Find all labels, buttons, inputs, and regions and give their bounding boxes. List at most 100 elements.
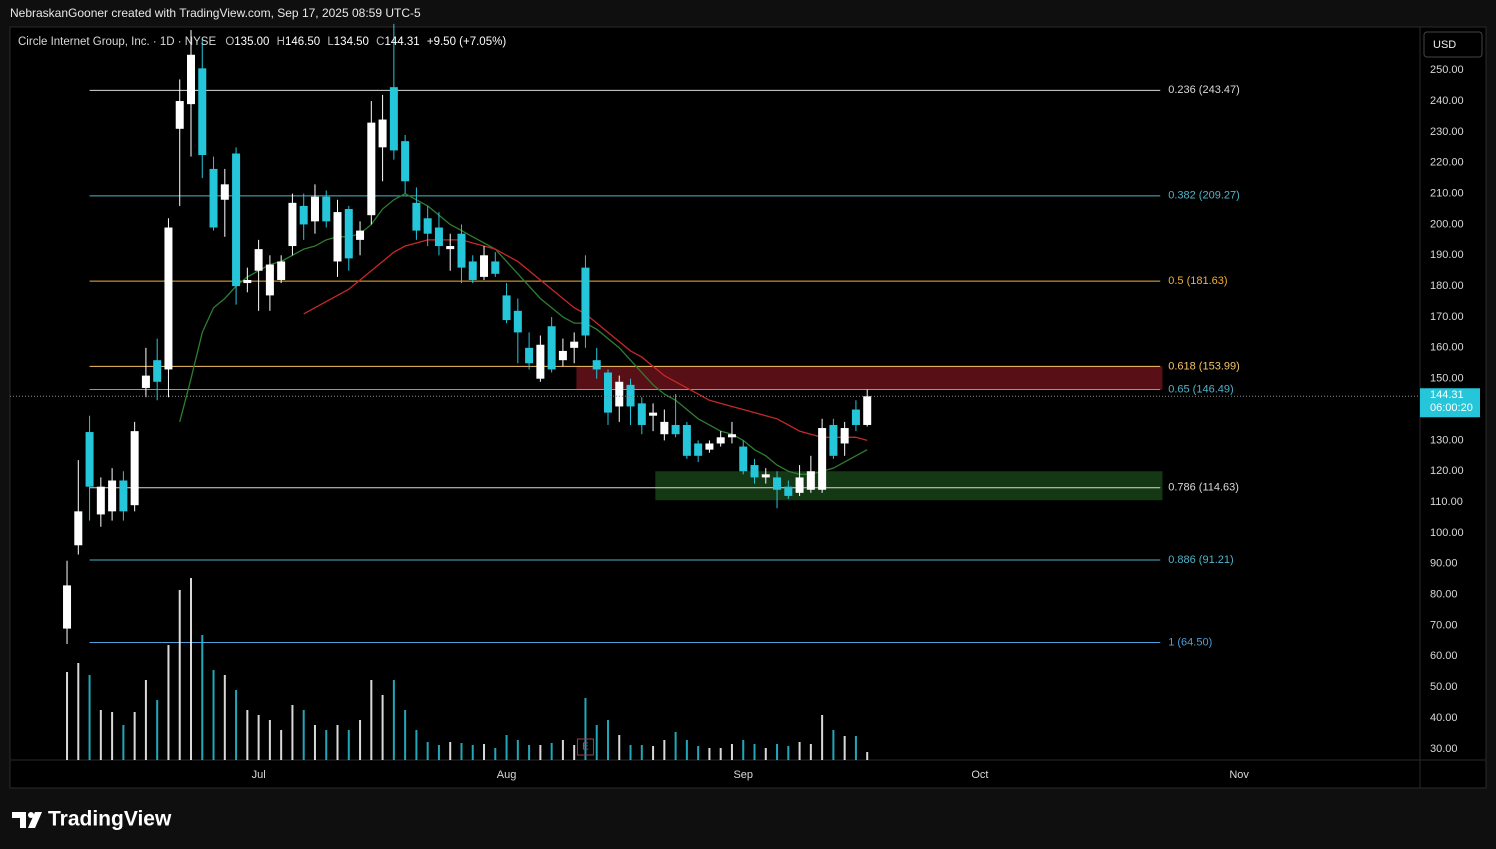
y-tick-label: 130.00 <box>1430 434 1464 446</box>
x-tick-label: Sep <box>733 769 753 781</box>
volume-bar <box>178 590 181 760</box>
candle-body <box>818 428 827 490</box>
fib-label: 0.382 (209.27) <box>1168 190 1240 202</box>
volume-bar <box>539 745 542 760</box>
y-tick-label: 50.00 <box>1430 681 1458 693</box>
candle-body <box>536 344 545 379</box>
fib-label: 1 (64.50) <box>1168 636 1212 648</box>
candle-body <box>333 212 342 262</box>
candle-body <box>682 424 691 456</box>
volume-bar <box>66 672 69 760</box>
fib-label: 0.65 (146.49) <box>1168 383 1233 395</box>
fib-label: 0.786 (114.63) <box>1168 482 1239 494</box>
candle-body <box>829 424 838 456</box>
volume-bar <box>381 695 384 760</box>
y-tick-label: 180.00 <box>1430 280 1464 292</box>
earnings-label: E <box>582 742 589 753</box>
candle-body <box>603 372 612 413</box>
candle-body <box>727 434 736 438</box>
candle-body <box>795 477 804 493</box>
volume-bar <box>223 675 226 760</box>
volume-bar <box>156 700 159 760</box>
zone <box>576 366 1163 390</box>
candle-body <box>423 218 432 234</box>
y-tick-label: 220.00 <box>1430 157 1464 169</box>
legend-symbol: Circle Internet Group, Inc. · 1D · NYSE <box>18 36 216 48</box>
candle-body <box>96 486 105 515</box>
candle-body <box>175 101 184 129</box>
candle-body <box>322 196 331 222</box>
volume-bar <box>88 675 91 760</box>
y-tick-label: 110.00 <box>1430 496 1463 508</box>
volume-bar <box>325 730 328 760</box>
candle-body <box>63 585 72 629</box>
volume-bar <box>866 752 869 760</box>
volume-bar <box>336 725 339 760</box>
candle-body <box>141 375 150 388</box>
volume-bar <box>111 712 114 760</box>
candle-body <box>480 255 489 277</box>
volume-bar <box>280 730 283 760</box>
candle-body <box>389 87 398 151</box>
y-tick-label: 250.00 <box>1430 64 1464 76</box>
candle-body <box>626 384 635 407</box>
y-tick-label: 30.00 <box>1430 743 1458 755</box>
candle-body <box>401 141 410 182</box>
candle-body <box>232 153 241 287</box>
volume-bar <box>302 710 305 760</box>
volume-bar <box>809 744 812 760</box>
candle-body <box>265 264 274 296</box>
candle-body <box>502 295 511 321</box>
volume-bar <box>426 742 429 760</box>
volume-bar <box>573 745 576 760</box>
candle-body <box>570 341 579 348</box>
volume-bar <box>843 736 846 760</box>
candle-body <box>130 431 139 506</box>
volume-bar <box>798 742 801 760</box>
y-tick-label: 80.00 <box>1430 589 1458 601</box>
y-tick-label: 150.00 <box>1430 373 1464 385</box>
candle-body <box>773 477 782 490</box>
volume-bar <box>167 645 170 760</box>
y-tick-label: 190.00 <box>1430 249 1464 261</box>
x-tick-label: Aug <box>497 769 517 781</box>
volume-bar <box>528 745 531 760</box>
volume-bar <box>652 746 655 760</box>
y-tick-label: 40.00 <box>1430 712 1458 724</box>
candle-body <box>74 511 83 546</box>
candle-body <box>660 421 669 435</box>
volume-bar <box>133 712 136 760</box>
legend-value: 135.00 <box>234 36 269 48</box>
candle-body <box>671 424 680 435</box>
candle-body <box>558 350 567 361</box>
currency-button[interactable] <box>1423 31 1483 58</box>
candle-body <box>739 446 748 472</box>
volume-bar <box>313 725 316 760</box>
candle-body <box>299 205 308 225</box>
x-tick-label: Oct <box>971 769 988 781</box>
candle-body <box>209 168 218 228</box>
y-tick-label: 200.00 <box>1430 218 1464 230</box>
logo-dot <box>28 812 34 818</box>
volume-bar <box>629 745 632 760</box>
candle-body <box>750 465 759 478</box>
y-tick-label: 60.00 <box>1430 650 1458 662</box>
candle-body <box>254 249 263 271</box>
plot: 0.236 (243.47) 0.382 (209.27) 0.5 (181.63)… <box>63 23 1240 760</box>
earnings-marker <box>576 738 594 756</box>
y-tick-label: 240.00 <box>1430 95 1464 107</box>
candle-body <box>863 396 872 425</box>
y-tick-label: 170.00 <box>1430 311 1464 323</box>
volume-bar <box>449 742 452 760</box>
fib-label: 0.618 (153.99) <box>1168 360 1240 372</box>
volume-bar <box>268 720 271 760</box>
y-tick-label: 120.00 <box>1430 465 1464 477</box>
volume-bar <box>776 744 779 760</box>
volume-bar <box>404 710 407 760</box>
fib-label: 0.236 (243.47) <box>1168 84 1240 96</box>
volume-bar <box>359 720 362 760</box>
candle-body <box>153 360 162 382</box>
candle-body <box>547 326 556 370</box>
candle-body <box>198 68 207 156</box>
